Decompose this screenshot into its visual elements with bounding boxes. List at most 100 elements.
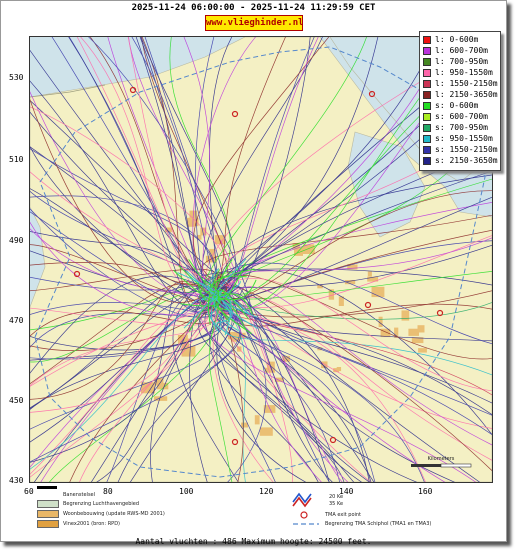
runway-label: Banenstelsel	[63, 492, 96, 498]
flight-track	[223, 299, 492, 342]
flight-track	[79, 300, 214, 482]
flight-track	[30, 228, 223, 295]
flight-track	[76, 37, 231, 321]
urban-patch	[394, 327, 399, 338]
flight-track	[172, 283, 239, 482]
tma-boundary-icon	[293, 523, 319, 525]
tma-exit-point	[73, 270, 81, 278]
flight-track	[131, 37, 231, 309]
flight-track	[208, 310, 233, 482]
x-tick-label: 160	[418, 487, 433, 496]
urban-patch	[418, 348, 427, 353]
flight-track	[220, 300, 492, 376]
urban-patch	[241, 422, 248, 428]
flight-track	[30, 307, 209, 351]
urban-patch	[401, 310, 410, 321]
urban-patch	[408, 328, 419, 336]
urban-patch	[317, 284, 323, 289]
flight-track	[217, 262, 247, 301]
flight-track	[127, 37, 210, 295]
y-tick-label: 430	[9, 476, 24, 485]
flight-track	[201, 214, 492, 285]
legend-label: l: 2150-3650m	[435, 90, 498, 99]
legend-item: s: 950-1550m	[423, 134, 493, 144]
x-tick-label: 140	[339, 487, 354, 496]
chart-frame: 2025-11-24 06:00:00 - 2025-11-24 11:29:5…	[0, 0, 507, 546]
urban-patch	[259, 427, 273, 436]
flight-track	[227, 286, 492, 446]
flight-track	[30, 221, 222, 315]
flight-track	[207, 170, 492, 289]
airport-boundary-label: Begrenzing Luchthavengebied	[63, 501, 140, 507]
urban-patch	[347, 264, 358, 270]
urban-patch	[338, 296, 344, 306]
legend-swatch	[423, 46, 431, 55]
urban-patch	[274, 377, 284, 382]
urban-patch	[411, 337, 424, 344]
legend-item: s: 700-950m	[423, 123, 488, 133]
urban-patch	[177, 335, 185, 344]
legend-label: l: 0-600m	[435, 35, 479, 44]
vinex-swatch	[37, 520, 59, 528]
flight-track	[140, 37, 237, 298]
flight-track	[69, 292, 225, 482]
legend-swatch	[423, 101, 431, 110]
scale-label: Kilometers	[427, 456, 455, 462]
flight-track	[30, 171, 231, 287]
legend-item: s: 2150-3650m	[423, 156, 498, 166]
tma-boundary	[34, 46, 486, 478]
legend-item: l: 1550-2150m	[423, 79, 498, 89]
urban-patch	[154, 396, 168, 401]
tma-exit-point	[231, 438, 239, 446]
tma-exit-point	[436, 309, 444, 317]
tma-exit-point	[364, 301, 372, 309]
flight-track	[30, 208, 224, 318]
legend-swatch	[423, 145, 431, 154]
urban-patch	[265, 367, 276, 373]
flight-track	[216, 277, 244, 482]
flight-track	[89, 37, 210, 294]
legend-label: s: 600-700m	[435, 112, 488, 121]
flight-track	[183, 290, 223, 329]
legend-item: l: 0-600m	[423, 35, 478, 45]
noise-35-label: 35 Ke	[329, 501, 344, 507]
legend-item: l: 950-1550m	[423, 68, 493, 78]
flight-track-map[interactable]	[29, 36, 493, 483]
urban-patch	[380, 328, 391, 338]
flight-track	[220, 294, 376, 482]
map-legend: Banenstelsel Begrenzing Luchthavengebied…	[29, 484, 492, 528]
site-badge[interactable]: www.vlieghinder.nl	[205, 15, 304, 31]
urban-patch	[303, 244, 315, 250]
legend-label: s: 0-600m	[435, 101, 479, 110]
flight-track	[217, 295, 232, 336]
airport-boundary-swatch	[37, 500, 59, 508]
urban-patch	[254, 415, 260, 425]
flight-track	[225, 275, 492, 360]
flight-track	[215, 278, 492, 391]
flight-track	[210, 302, 276, 482]
urban-patch	[321, 361, 328, 369]
legend-label: s: 2150-3650m	[435, 156, 498, 165]
flight-track	[217, 293, 253, 315]
flight-track	[221, 269, 492, 436]
x-tick-label: 120	[259, 487, 274, 496]
legend-swatch	[423, 156, 431, 165]
flight-track	[196, 303, 418, 482]
urban-patch	[378, 316, 383, 327]
tma-exit-label: TMA exit point	[325, 512, 362, 518]
flight-track	[213, 296, 231, 323]
urban-patch	[371, 286, 385, 298]
flight-stats-footer: Aantal vluchten : 486 Maximum hoogte: 24…	[135, 537, 372, 546]
urban-patch	[302, 245, 315, 254]
flight-track	[30, 275, 231, 374]
tma-exit-point	[329, 436, 337, 444]
legend-label: l: 600-700m	[435, 46, 488, 55]
runway-swatch	[37, 486, 57, 489]
urban-patch	[209, 248, 215, 260]
legend-swatch	[423, 35, 431, 44]
vinex-label: Vinex2001 (bron: RPD)	[63, 521, 120, 527]
urban-patch	[333, 368, 340, 373]
flight-track	[30, 291, 213, 413]
flight-track	[201, 294, 476, 482]
urban-patch	[227, 331, 242, 340]
